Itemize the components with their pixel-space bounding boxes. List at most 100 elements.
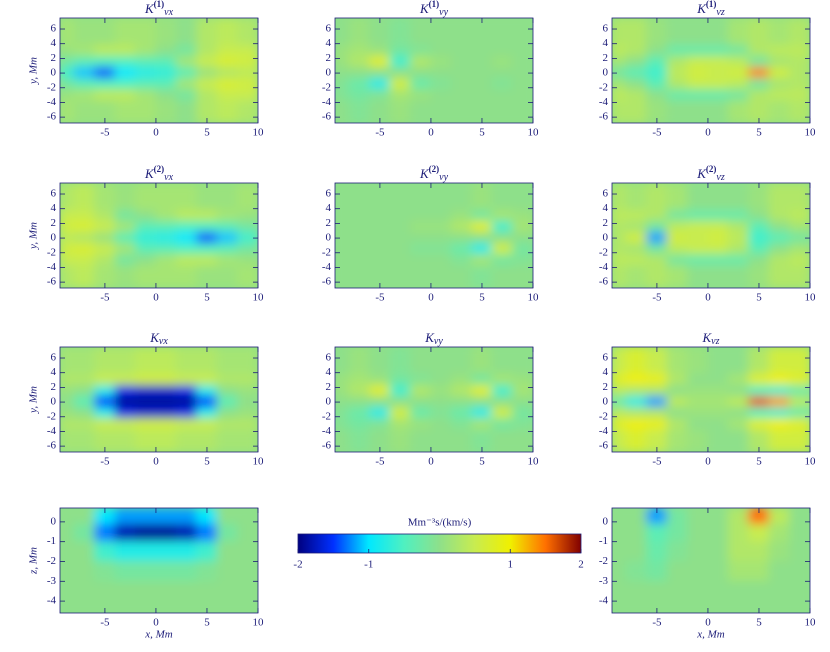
heatmap-cell [237, 429, 258, 452]
heatmap-cell [237, 56, 258, 69]
y-tick-label: -2 [322, 81, 331, 93]
heatmap-cell [369, 100, 391, 123]
heatmap-cell [135, 56, 157, 69]
y-tick-label: 0 [51, 396, 57, 408]
y-tick-label: -2 [599, 246, 608, 258]
heatmap-cell [410, 243, 432, 256]
y-tick-label: 0 [326, 67, 332, 79]
heatmap-cell [237, 67, 258, 80]
heatmap-cell [60, 418, 75, 431]
y-tick-label: -6 [599, 276, 609, 288]
heatmap-cell [625, 560, 648, 582]
heatmap-cell [789, 385, 810, 398]
y-tick-label: -1 [47, 535, 56, 547]
y-tick-label: -4 [322, 96, 332, 108]
heatmap-cell [646, 580, 668, 600]
heatmap-cell [707, 523, 729, 543]
heatmap-cell [410, 67, 432, 80]
heatmap-cells [612, 508, 810, 613]
heatmap-cell [430, 67, 452, 80]
heatmap-cell [471, 100, 493, 123]
heatmap-cell [237, 100, 258, 123]
heatmap-cell [707, 396, 729, 409]
heatmap-cell [646, 541, 668, 562]
heatmap-cell [612, 78, 627, 91]
heatmap-cell [748, 183, 770, 212]
x-tick-label: -5 [375, 127, 385, 139]
heatmap-cell [768, 508, 791, 525]
heatmap-cell [369, 45, 391, 58]
title-main: K [701, 330, 712, 345]
heatmap-cell [155, 429, 177, 452]
heatmap-cell [687, 560, 709, 582]
heatmap-cell [216, 347, 239, 376]
heatmap-cell [430, 243, 452, 256]
heatmap-cell [60, 210, 75, 223]
heatmap-cell [196, 232, 218, 245]
heatmap-cell [789, 523, 810, 543]
heatmap-cell [73, 560, 96, 582]
heatmap-cell [73, 254, 96, 267]
x-tick-label: 0 [705, 617, 711, 629]
heatmap-cell [687, 508, 709, 525]
heatmap-cell [666, 541, 689, 562]
heatmap-cell [216, 210, 239, 223]
x-tick-label: 10 [528, 292, 540, 304]
heatmap-cell [335, 429, 350, 452]
x-tick-label: -5 [652, 292, 662, 304]
heatmap-cell [389, 243, 412, 256]
heatmap-cell [389, 89, 412, 102]
heatmap-cell [471, 243, 493, 256]
heatmap-cell [155, 523, 177, 543]
heatmap-cell [216, 78, 239, 91]
y-tick-label: -4 [47, 96, 57, 108]
heatmap-cell [748, 232, 770, 245]
heatmap-cell [512, 18, 533, 47]
heatmap-cell [114, 541, 137, 562]
y-tick-label: 6 [51, 188, 57, 200]
heatmap-cell [768, 396, 791, 409]
heatmap-cell [114, 560, 137, 582]
heatmap-cell [646, 232, 668, 245]
heatmap-cell [335, 347, 350, 376]
heatmap-cell [789, 347, 810, 376]
heatmap-cell [646, 183, 668, 212]
heatmap-cell [789, 418, 810, 431]
heatmap-cell [666, 429, 689, 452]
heatmap-cell [666, 385, 689, 398]
y-tick-label: 0 [51, 515, 57, 527]
heatmap-cell [216, 560, 239, 582]
colorbar-tick-label: 2 [578, 559, 584, 571]
colorbar-tick-label: -2 [293, 559, 302, 571]
heatmap-cell [73, 508, 96, 525]
heatmap-cell [369, 385, 391, 398]
heatmap-cell [389, 78, 412, 91]
y-tick-label: -4 [47, 261, 57, 273]
heatmap-cell [707, 243, 729, 256]
heatmap-cell [707, 407, 729, 420]
heatmap-cell [135, 418, 157, 431]
heatmap-cell [60, 541, 75, 562]
heatmap-blur [612, 183, 810, 288]
heatmap-cell [389, 396, 412, 409]
panel-frame [611, 182, 811, 289]
heatmap-cell [216, 67, 239, 80]
heatmap-cell [512, 385, 533, 398]
y-tick-label: -4 [599, 261, 609, 273]
panel-frame [334, 17, 534, 124]
heatmap-cell [491, 67, 514, 80]
heatmap-cell [748, 374, 770, 387]
heatmap-cell [389, 347, 412, 376]
heatmap-cell [768, 254, 791, 267]
heatmap-cell [646, 418, 668, 431]
heatmap-cell [450, 347, 473, 376]
heatmap-cell [727, 265, 750, 288]
heatmap-cell [666, 407, 689, 420]
heatmap-cell [237, 418, 258, 431]
heatmap-cell [94, 407, 116, 420]
heatmap-cell [216, 100, 239, 123]
heatmap-cell [471, 67, 493, 80]
heatmap-cell [410, 232, 432, 245]
heatmap-cell [491, 418, 514, 431]
x-tick-label: -5 [375, 292, 385, 304]
